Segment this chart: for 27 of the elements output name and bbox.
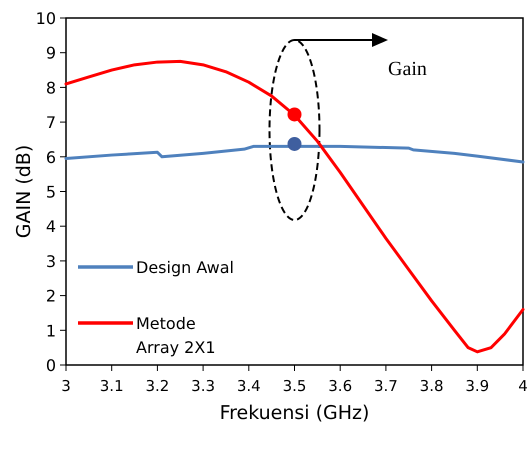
x-tick-label: 3.1 — [100, 377, 124, 395]
x-tick-label: 3.4 — [236, 377, 261, 395]
y-tick-label: 10 — [36, 9, 56, 28]
y-tick-label: 6 — [46, 148, 56, 167]
y-tick-label: 9 — [46, 44, 56, 63]
legend-label: Metode Array 2X1 — [136, 314, 216, 357]
y-tick-label: 0 — [46, 356, 56, 375]
x-tick-label: 3.5 — [282, 377, 306, 395]
x-tick-label: 3.2 — [145, 377, 170, 395]
y-tick-label: 8 — [46, 78, 56, 98]
y-tick-label: 1 — [46, 321, 56, 340]
y-axis-title: GAIN (dB) — [13, 144, 35, 238]
y-tick-label: 7 — [46, 113, 56, 132]
x-tick-label: 3.7 — [374, 377, 398, 395]
annotation: Gain — [388, 58, 427, 80]
x-tick-label: 3 — [61, 377, 71, 395]
legend-label: Design Awal — [136, 258, 234, 277]
y-tick-label: 3 — [46, 252, 56, 271]
x-tick-label: 3.6 — [328, 377, 352, 395]
x-tick-label: 3.8 — [420, 377, 444, 395]
x-tick-label: 4 — [518, 377, 527, 395]
y-tick-label: 4 — [46, 217, 56, 236]
y-tick-label: 5 — [46, 182, 56, 202]
x-tick-label: 3.9 — [465, 377, 490, 395]
x-axis-title: Frekuensi (GHz) — [220, 402, 370, 424]
y-tick-label: 2 — [46, 286, 56, 306]
x-tick-label: 3.3 — [191, 377, 216, 395]
